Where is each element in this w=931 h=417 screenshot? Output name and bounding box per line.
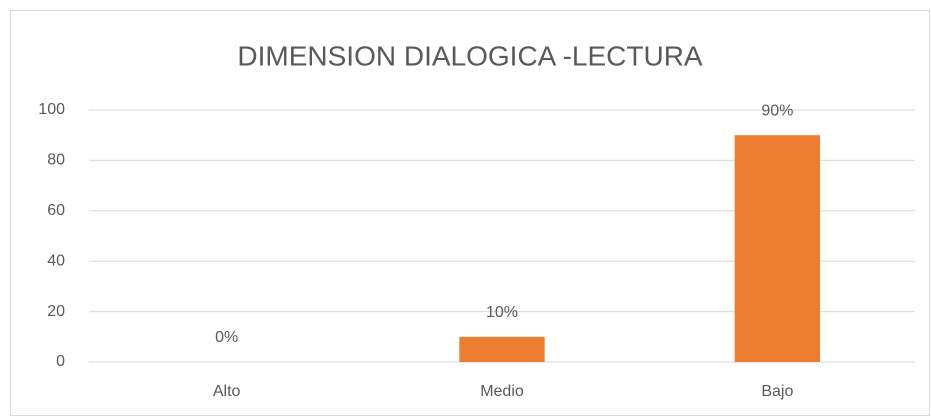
x-tick-label: Medio [480, 383, 524, 400]
y-tick-label: 20 [47, 303, 65, 320]
x-tick-label: Bajo [761, 383, 793, 400]
data-label: 10% [486, 304, 518, 321]
y-tick-label: 0 [56, 353, 65, 370]
chart-title: DIMENSION DIALOGICA -LECTURA [237, 40, 703, 71]
data-label: 90% [761, 102, 793, 119]
bar [459, 336, 545, 362]
y-tick-label: 100 [38, 101, 65, 118]
x-tick-label: Alto [213, 383, 241, 400]
bar [734, 135, 821, 362]
y-tick-label: 80 [47, 152, 65, 169]
y-tick-label: 60 [47, 202, 65, 219]
data-label: 0% [215, 329, 238, 346]
y-tick-label: 40 [47, 252, 65, 269]
